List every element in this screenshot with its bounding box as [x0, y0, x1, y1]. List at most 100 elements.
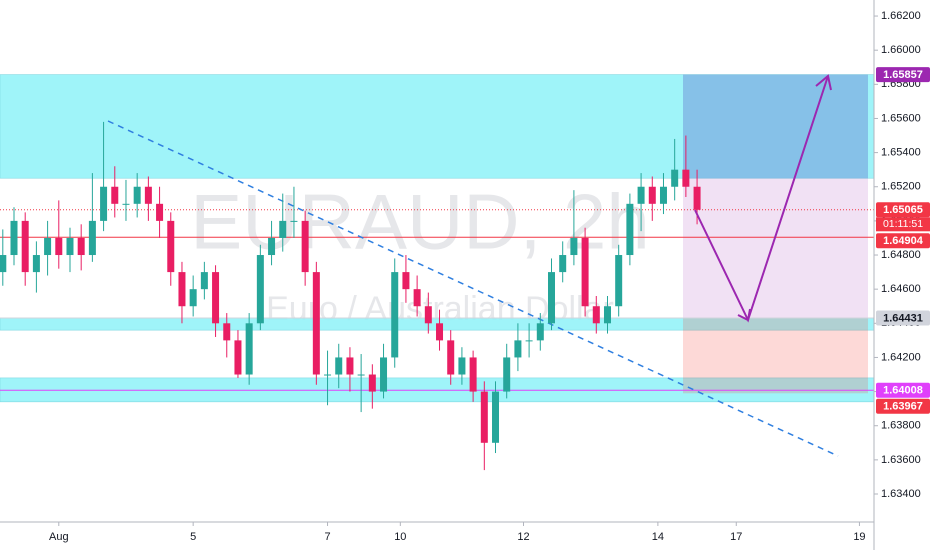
- price-badge-label: 1.64431: [883, 312, 923, 324]
- y-tick-label: 1.63600: [881, 454, 921, 466]
- y-tick-label: 1.64800: [881, 249, 921, 261]
- candle-body: [189, 289, 197, 307]
- candle-body: [480, 391, 488, 443]
- candle-body: [626, 203, 634, 256]
- y-tick-label: 1.66000: [881, 44, 921, 56]
- candle-body: [492, 391, 500, 443]
- candle-body: [659, 186, 667, 204]
- position-target-overlay: [683, 74, 868, 179]
- candle-body: [133, 186, 141, 204]
- candle-body: [469, 357, 477, 392]
- candle-body: [256, 255, 264, 324]
- candle-body: [637, 186, 645, 204]
- y-tick-label: 1.63800: [881, 420, 921, 432]
- candle-body: [66, 237, 74, 256]
- candle-body: [447, 340, 455, 375]
- candle-body: [0, 255, 7, 273]
- candle-body: [100, 186, 108, 221]
- trend-line: [107, 120, 839, 457]
- candle-body: [559, 255, 567, 273]
- x-tick-label: 14: [652, 531, 664, 543]
- x-tick-label: 10: [394, 531, 406, 543]
- price-badge-label: 1.64904: [883, 235, 924, 247]
- price-badge: [876, 233, 930, 249]
- candle-body: [324, 374, 332, 376]
- candle-body: [603, 306, 611, 324]
- candle-body: [156, 203, 164, 221]
- x-tick-label: 5: [190, 531, 196, 543]
- price-badge-label: 1.64008: [883, 385, 923, 397]
- x-tick-label: 7: [324, 531, 330, 543]
- candle-body: [514, 340, 522, 358]
- price-badge-label: 1.65065: [883, 204, 923, 216]
- candle-body: [525, 340, 533, 342]
- position-profit: [683, 74, 868, 319]
- candle-body: [122, 203, 130, 205]
- candle-body: [503, 357, 511, 392]
- candle-body: [368, 374, 376, 392]
- candle-body: [212, 272, 220, 324]
- candle-body: [424, 306, 432, 324]
- candle-body: [44, 237, 52, 256]
- candle-body: [413, 289, 421, 307]
- candle-body: [245, 323, 253, 375]
- y-tick-label: 1.65200: [881, 181, 921, 193]
- candle-body: [55, 237, 63, 256]
- arrow-heads: [737, 74, 832, 322]
- price-badge-label: 1.65857: [883, 69, 923, 81]
- price-badge-label: 1.63967: [883, 401, 923, 413]
- candles: [0, 121, 701, 471]
- countdown: 01:11:51: [883, 218, 923, 230]
- candle-body: [391, 272, 399, 358]
- price-lines: [0, 209, 874, 391]
- x-tick-label: 12: [517, 531, 529, 543]
- candle-body: [335, 357, 343, 375]
- x-tick-label: 17: [730, 531, 742, 543]
- candle-body: [693, 186, 701, 210]
- candle-body: [346, 357, 354, 375]
- candle-body: [570, 237, 578, 256]
- candle-body: [592, 306, 600, 324]
- candle-body: [77, 237, 85, 256]
- y-tick-label: 1.64600: [881, 283, 921, 295]
- price-badges: 1.65857 1.65065 01:11:51 1.64904 1.64431 1.64…: [876, 67, 930, 414]
- candle-body: [279, 220, 287, 238]
- x-tick-label: 19: [853, 531, 865, 543]
- candle-body: [32, 255, 40, 273]
- y-tick-label: 1.66200: [881, 10, 921, 22]
- position-stop: [683, 318, 868, 394]
- candle-body: [223, 323, 231, 341]
- candle-body: [436, 323, 444, 341]
- candle-body: [144, 186, 152, 204]
- candle-body: [536, 323, 544, 341]
- candle-body: [615, 255, 623, 307]
- candle-body: [380, 357, 388, 392]
- y-tick-label: 1.63400: [881, 488, 921, 500]
- y-tick-label: 1.65600: [881, 112, 921, 124]
- candle-body: [234, 340, 242, 375]
- price-badge: [876, 398, 930, 414]
- candle-body: [648, 186, 656, 204]
- candle-body: [671, 169, 679, 187]
- candle-body: [178, 272, 186, 307]
- candle-body: [301, 220, 309, 273]
- countdown-badge: [876, 217, 930, 232]
- price-badge: [876, 310, 930, 326]
- candle-body: [167, 220, 175, 273]
- candle-body: [290, 220, 298, 222]
- y-tick-label: 1.65400: [881, 147, 921, 159]
- candle-body: [458, 357, 466, 375]
- price-badge: [876, 202, 930, 218]
- candle-body: [200, 272, 208, 290]
- candle-body: [402, 272, 410, 290]
- candle-body: [21, 220, 29, 273]
- zone: [0, 74, 875, 179]
- x-tick-label: Aug: [49, 531, 69, 543]
- candle-body: [88, 220, 96, 256]
- candle-body: [312, 272, 320, 375]
- price-badge: [876, 382, 930, 398]
- price-badge: [876, 67, 930, 83]
- candle-body: [268, 237, 276, 256]
- candle-body: [682, 169, 690, 187]
